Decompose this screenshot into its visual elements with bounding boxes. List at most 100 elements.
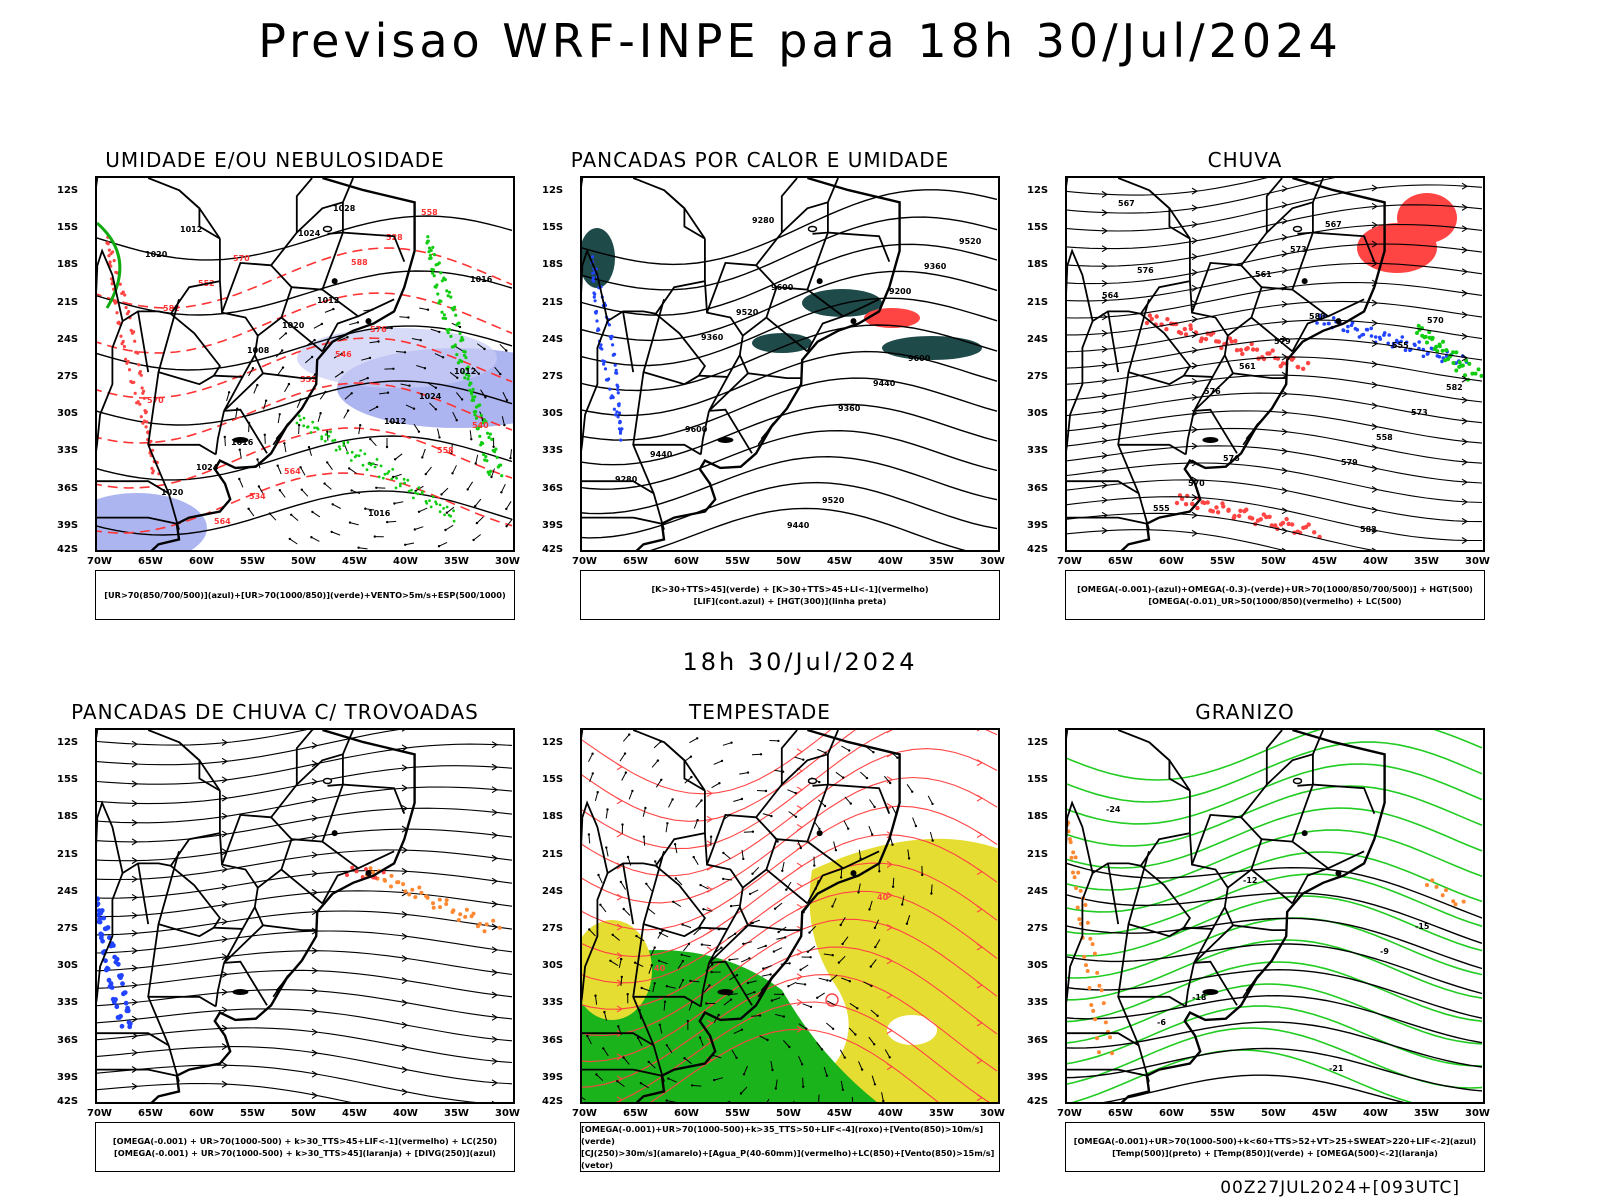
lon-tick-label: 50W — [1261, 556, 1286, 567]
contour-label: 9520 — [736, 308, 759, 317]
contour-label: 9440 — [873, 379, 896, 388]
lon-tick-label: 60W — [1159, 1108, 1184, 1119]
contour-label: 558 — [437, 446, 454, 455]
lat-tick-label: 39S — [57, 1071, 79, 1083]
contour-label: -18 — [1192, 993, 1207, 1002]
lat-tick-label: 33S — [1027, 445, 1049, 457]
lon-tick-label: 70W — [1057, 556, 1082, 567]
contour-label: 546 — [335, 350, 352, 359]
contour-label: 9520 — [822, 496, 845, 505]
map-plot: -15 -18 -21 -24 -12 -9 -6 — [1065, 728, 1485, 1104]
map-plot: 9600 9600 9600 9520 9520 9520 9440 9440 9440 9360… — [580, 176, 1000, 552]
lon-tick-label: 30W — [1465, 556, 1490, 567]
lat-tick-label: 21S — [1027, 296, 1049, 308]
lat-tick-label: 21S — [1027, 848, 1049, 860]
contour-label: 576 — [1137, 266, 1154, 275]
contour-label: 564 — [214, 517, 231, 526]
lon-tick-label: 35W — [929, 1108, 954, 1119]
lon-tick-label: 55W — [725, 1108, 750, 1119]
map-svg: 1012 1012 1012 1016 1016 1020 1020 1024 1024 1028… — [97, 178, 513, 550]
lat-tick-label: 33S — [542, 445, 564, 457]
legend-line: [LIF](cont.azul) + [HGT(300)](linha pret… — [693, 596, 887, 606]
contour-label: 1012 — [454, 367, 476, 376]
contour-label: 555 — [1153, 504, 1170, 513]
contour-label: 588 — [1309, 312, 1326, 321]
contour-label: 570 — [233, 254, 250, 263]
lat-tick-label: 42S — [542, 1096, 564, 1107]
contour-label: 588 — [351, 258, 368, 267]
lat-tick-label: 12S — [1027, 185, 1049, 196]
lat-tick-label: 15S — [542, 222, 564, 234]
lat-tick-label: 42S — [542, 544, 564, 555]
lat-tick-label: 36S — [57, 1034, 79, 1046]
panel-umidade-e-ou-nebulosidade: UMIDADE E/OU NEBULOSIDADE 12S 15S 18S 21S 24S… — [35, 148, 520, 620]
contour-label: 567 — [1118, 199, 1135, 208]
lat-tick-label: 36S — [542, 482, 564, 494]
contour-label: 582 — [163, 304, 180, 313]
lat-tick-label: 24S — [1027, 885, 1049, 897]
lon-tick-label: 35W — [444, 1108, 469, 1119]
contour-label: 1012 — [384, 417, 406, 426]
lon-tick-label: 50W — [776, 556, 801, 567]
lon-tick-label: 35W — [444, 556, 469, 567]
contour-label: 561 — [1239, 362, 1256, 371]
legend-line: [OMEGA(-0.001)-(azul)+OMEGA(-0.3)-(verde… — [1077, 584, 1473, 594]
lat-tick-label: 18S — [57, 811, 79, 823]
map-plot: 40 40 — [580, 728, 1000, 1104]
lat-tick-label: 12S — [1027, 737, 1049, 748]
contour-label: 561 — [1255, 270, 1272, 279]
lat-tick-label: 12S — [542, 185, 564, 196]
contour-label: 40 — [877, 893, 889, 902]
contour-label: 582 — [1446, 383, 1463, 392]
contour-label: 9360 — [924, 262, 947, 271]
lon-tick-label: 65W — [138, 1108, 163, 1119]
lon-tick-label: 60W — [189, 556, 214, 567]
lon-tick-label: 45W — [342, 556, 367, 567]
lon-tick-label: 40W — [1363, 1108, 1388, 1119]
lat-tick-label: 15S — [57, 774, 79, 786]
legend-line: [CJ(250)>30m/s](amarelo)+[Agua_P(40-60mm… — [581, 1148, 995, 1170]
contour-label: 1020 — [161, 488, 184, 497]
legend-line: [OMEGA(-0.001) + UR>70(1000-500) + k>30_… — [112, 1136, 498, 1146]
lon-tick-label: 40W — [1363, 556, 1388, 567]
contour-label: 9440 — [650, 450, 673, 459]
panel-title: GRANIZO — [1195, 700, 1295, 724]
contour-label: 1012 — [180, 225, 202, 234]
panel-title: TEMPESTADE — [689, 700, 831, 724]
contour-label: 579 — [1341, 458, 1358, 467]
lon-tick-label: 45W — [827, 1108, 852, 1119]
lat-tick-label: 24S — [57, 333, 79, 345]
lat-tick-label: 39S — [1027, 1071, 1049, 1083]
lat-tick-label: 27S — [1027, 371, 1049, 382]
contour-label: 564 — [1102, 291, 1119, 300]
contour-label: 570 — [147, 396, 164, 405]
contour-label: 1028 — [333, 204, 356, 213]
lat-tick-label: 30S — [57, 408, 79, 420]
contour-label: 573 — [1290, 245, 1307, 254]
lat-tick-label: 27S — [57, 371, 79, 382]
contour-label: 570 — [1188, 479, 1205, 488]
panel-pancadas-por-calor-e-umidade: PANCADAS POR CALOR E UMIDADE 12S 15S 18S 21S… — [520, 148, 1005, 620]
contour-label: 9360 — [701, 333, 724, 342]
panel-tempestade: TEMPESTADE 12S 15S 18S 21S 24S 27S 30S 33S 36S 39S… — [520, 700, 1005, 1172]
map-svg: -15 -18 -21 -24 -12 -9 -6 — [1067, 730, 1483, 1102]
lat-tick-label: 12S — [57, 737, 79, 748]
lat-tick-label: 21S — [57, 848, 79, 860]
lon-tick-label: 65W — [623, 1108, 648, 1119]
lat-tick-label: 30S — [57, 960, 79, 972]
lat-tick-label: 42S — [1027, 1096, 1049, 1107]
lon-tick-label: 55W — [240, 1108, 265, 1119]
contour-label: 558 — [421, 208, 438, 217]
contour-label: 564 — [284, 467, 301, 476]
contour-label: 576 — [370, 325, 387, 334]
lon-tick-label: 30W — [495, 556, 520, 567]
lon-tick-label: 40W — [393, 556, 418, 567]
lon-tick-label: 45W — [342, 1108, 367, 1119]
contour-label: 1024 — [196, 463, 219, 472]
subtitle-date: 18h 30/Jul/2024 — [682, 648, 918, 676]
map-svg: 588 582 576 582 576 579 573 570 567 564 561 558 555 5… — [1067, 178, 1483, 550]
contour-label: 1024 — [298, 229, 321, 238]
legend-line: [OMEGA(-0.01)_UR>50(1000/850)(vermelho) … — [1148, 596, 1402, 606]
lon-tick-label: 50W — [291, 556, 316, 567]
lat-tick-label: 21S — [542, 296, 564, 308]
